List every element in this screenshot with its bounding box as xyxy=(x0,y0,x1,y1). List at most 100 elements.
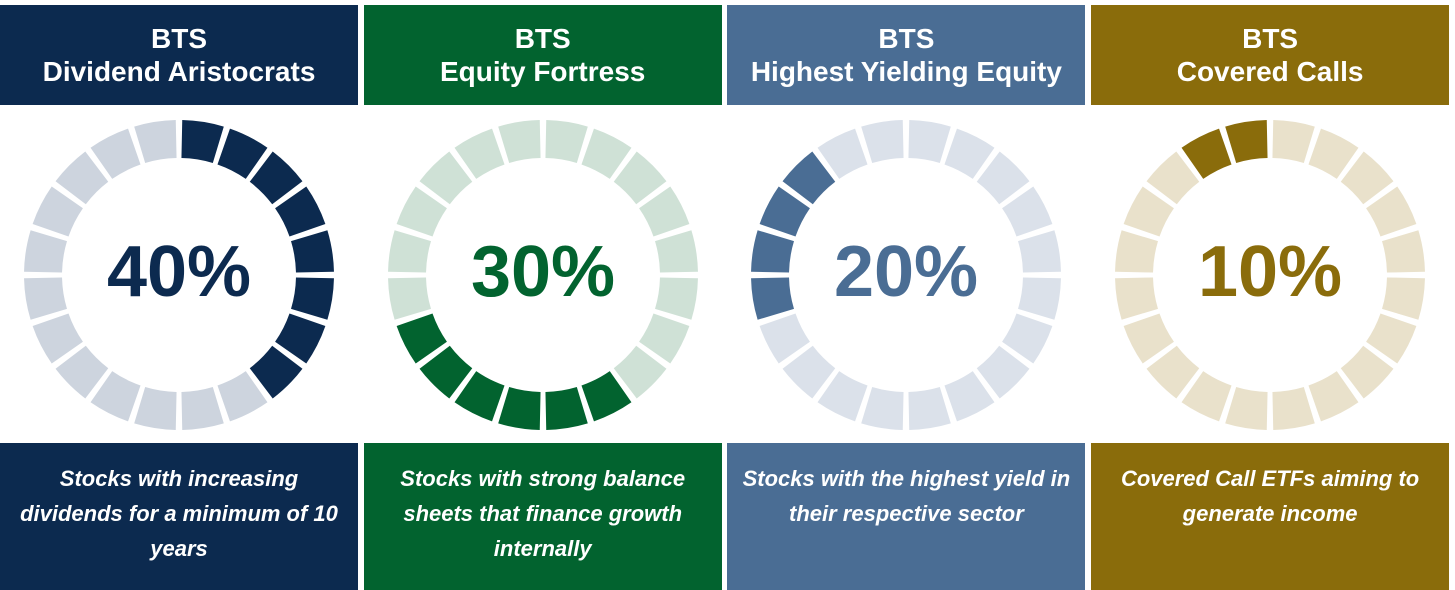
track-segment xyxy=(638,186,690,237)
donut-chart: 30% xyxy=(387,120,698,430)
filled-segment xyxy=(275,313,326,364)
donut-chart: 40% xyxy=(24,120,334,430)
track-segment xyxy=(32,313,83,364)
panel: BTS Dividend Aristocrats 40% Stocks with in… xyxy=(0,0,358,590)
filled-segment xyxy=(249,345,303,399)
track-segment xyxy=(454,128,505,179)
track-segment xyxy=(1115,230,1159,273)
donut-chart: 20% xyxy=(751,120,1062,430)
track-segment xyxy=(497,120,541,163)
track-segment xyxy=(1115,277,1159,320)
track-segment xyxy=(613,345,667,399)
panel-description: Covered Call ETFs aiming to generate inc… xyxy=(1091,443,1450,590)
track-segment xyxy=(134,120,177,163)
track-segment xyxy=(581,128,632,179)
value-label: 20% xyxy=(834,232,978,312)
value-label: 40% xyxy=(107,232,251,312)
panel-subtitle: Covered Calls xyxy=(1176,56,1364,87)
track-segment xyxy=(1366,313,1417,364)
panel-header: BTS Covered Calls xyxy=(1091,5,1450,105)
track-segment xyxy=(944,371,995,422)
track-segment xyxy=(1123,186,1175,237)
track-segment xyxy=(1002,186,1053,237)
track-segment xyxy=(1002,313,1053,364)
track-segment xyxy=(1382,230,1426,273)
track-segment xyxy=(55,151,109,205)
panel: BTS Highest Yielding Equity 20% Stocks with… xyxy=(727,0,1086,590)
panel-subtitle: Equity Fortress xyxy=(439,56,646,87)
filled-segment xyxy=(760,186,811,237)
track-segment xyxy=(1272,387,1315,430)
panel-subtitle: Dividend Aristocrats xyxy=(42,56,316,87)
filled-segment xyxy=(181,120,224,163)
track-segment xyxy=(1272,120,1315,163)
filled-segment xyxy=(249,151,303,205)
filled-segment xyxy=(1181,128,1232,179)
track-segment xyxy=(387,230,431,273)
track-segment xyxy=(817,371,868,422)
value-label: 30% xyxy=(471,232,615,312)
track-segment xyxy=(55,345,109,399)
track-segment xyxy=(613,151,667,205)
panel-description: Stocks with increasing dividends for a m… xyxy=(0,443,358,590)
panel-description: Stocks with strong balance sheets that f… xyxy=(363,443,722,590)
track-segment xyxy=(1123,313,1175,364)
track-segment xyxy=(1225,387,1268,430)
filled-segment xyxy=(396,313,447,364)
filled-segment xyxy=(497,387,541,430)
panel-header: BTS Dividend Aristocrats xyxy=(0,5,358,105)
track-segment xyxy=(90,128,141,179)
filled-segment xyxy=(751,230,795,273)
track-segment xyxy=(419,151,472,205)
track-segment xyxy=(1018,277,1062,320)
track-segment xyxy=(1340,345,1394,399)
filled-segment xyxy=(217,128,268,179)
track-segment xyxy=(944,128,995,179)
panel-header: BTS Highest Yielding Equity xyxy=(727,5,1086,105)
track-segment xyxy=(1146,345,1200,399)
track-segment xyxy=(32,186,83,237)
track-segment xyxy=(24,277,67,320)
track-segment xyxy=(817,128,868,179)
filled-segment xyxy=(419,345,472,399)
filled-segment xyxy=(1225,120,1268,163)
track-segment xyxy=(1308,371,1359,422)
value-label: 10% xyxy=(1198,232,1342,312)
panel: BTS Equity Fortress 30% Stocks with strong … xyxy=(363,0,722,590)
panel-header: BTS Equity Fortress xyxy=(363,5,722,105)
panel-title: BTS xyxy=(151,23,207,54)
panel-subtitle: Highest Yielding Equity xyxy=(750,56,1062,87)
track-segment xyxy=(977,151,1030,205)
filled-segment xyxy=(291,277,334,320)
panel-description: Stocks with the highest yield in their r… xyxy=(727,443,1086,590)
filled-segment xyxy=(291,230,334,273)
filled-segment xyxy=(751,277,795,320)
track-segment xyxy=(782,345,836,399)
track-segment xyxy=(396,186,447,237)
track-segment xyxy=(387,277,431,320)
donut-chart: 10% xyxy=(1115,120,1426,430)
track-segment xyxy=(1018,230,1062,273)
track-segment xyxy=(1340,151,1394,205)
filled-segment xyxy=(581,371,632,422)
track-segment xyxy=(908,120,952,163)
track-segment xyxy=(1146,151,1200,205)
track-segment xyxy=(908,387,952,430)
track-segment xyxy=(1181,371,1232,422)
track-segment xyxy=(90,371,141,422)
filled-segment xyxy=(275,186,326,237)
track-segment xyxy=(24,230,67,273)
track-segment xyxy=(861,120,904,163)
track-segment xyxy=(181,387,224,430)
panel: BTS Covered Calls 10% Covered Call ETFs aim… xyxy=(1091,0,1450,590)
filled-segment xyxy=(782,151,836,205)
filled-segment xyxy=(545,387,588,430)
panel-title: BTS xyxy=(1242,23,1299,54)
track-segment xyxy=(654,230,698,273)
track-segment xyxy=(1366,186,1417,237)
track-segment xyxy=(977,345,1030,399)
track-segment xyxy=(861,387,904,430)
track-segment xyxy=(760,313,811,364)
panel-title: BTS xyxy=(878,23,935,54)
